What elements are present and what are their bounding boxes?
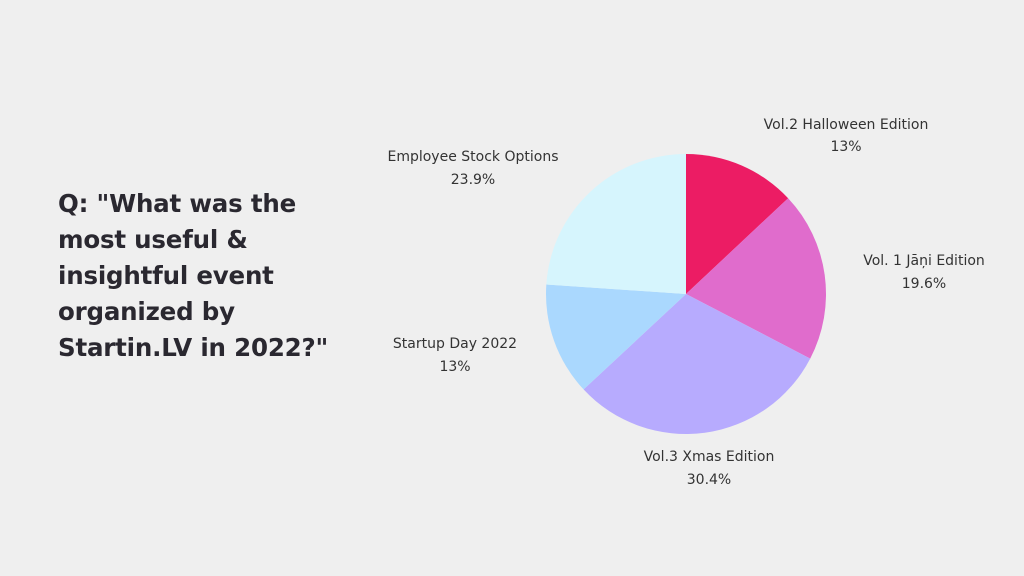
- slice-label-startup-day: Startup Day 2022: [393, 336, 517, 352]
- pie-slice-jani: [686, 198, 827, 359]
- slice-value-jani: 19.6%: [902, 276, 946, 292]
- slice-label-stock-options: Employee Stock Options: [387, 149, 558, 165]
- slice-label-jani: Vol. 1 Jāņi Edition: [863, 253, 985, 269]
- pie-slice-halloween: [686, 154, 789, 294]
- slice-value-xmas: 30.4%: [687, 472, 731, 488]
- slice-label-halloween: Vol.2 Halloween Edition: [764, 117, 929, 133]
- slice-value-halloween: 13%: [830, 139, 861, 155]
- slice-value-stock-options: 23.9%: [451, 172, 495, 188]
- pie-slice-startup-day: [546, 284, 686, 390]
- slice-label-xmas: Vol.3 Xmas Edition: [644, 449, 775, 465]
- pie-slice-stock-options: [546, 154, 686, 294]
- slice-value-startup-day: 13%: [439, 359, 470, 375]
- pie-slice-xmas: [583, 294, 811, 434]
- pie-slices: [546, 154, 827, 434]
- question-title: Q: "What was the most useful & insightfu…: [58, 189, 329, 362]
